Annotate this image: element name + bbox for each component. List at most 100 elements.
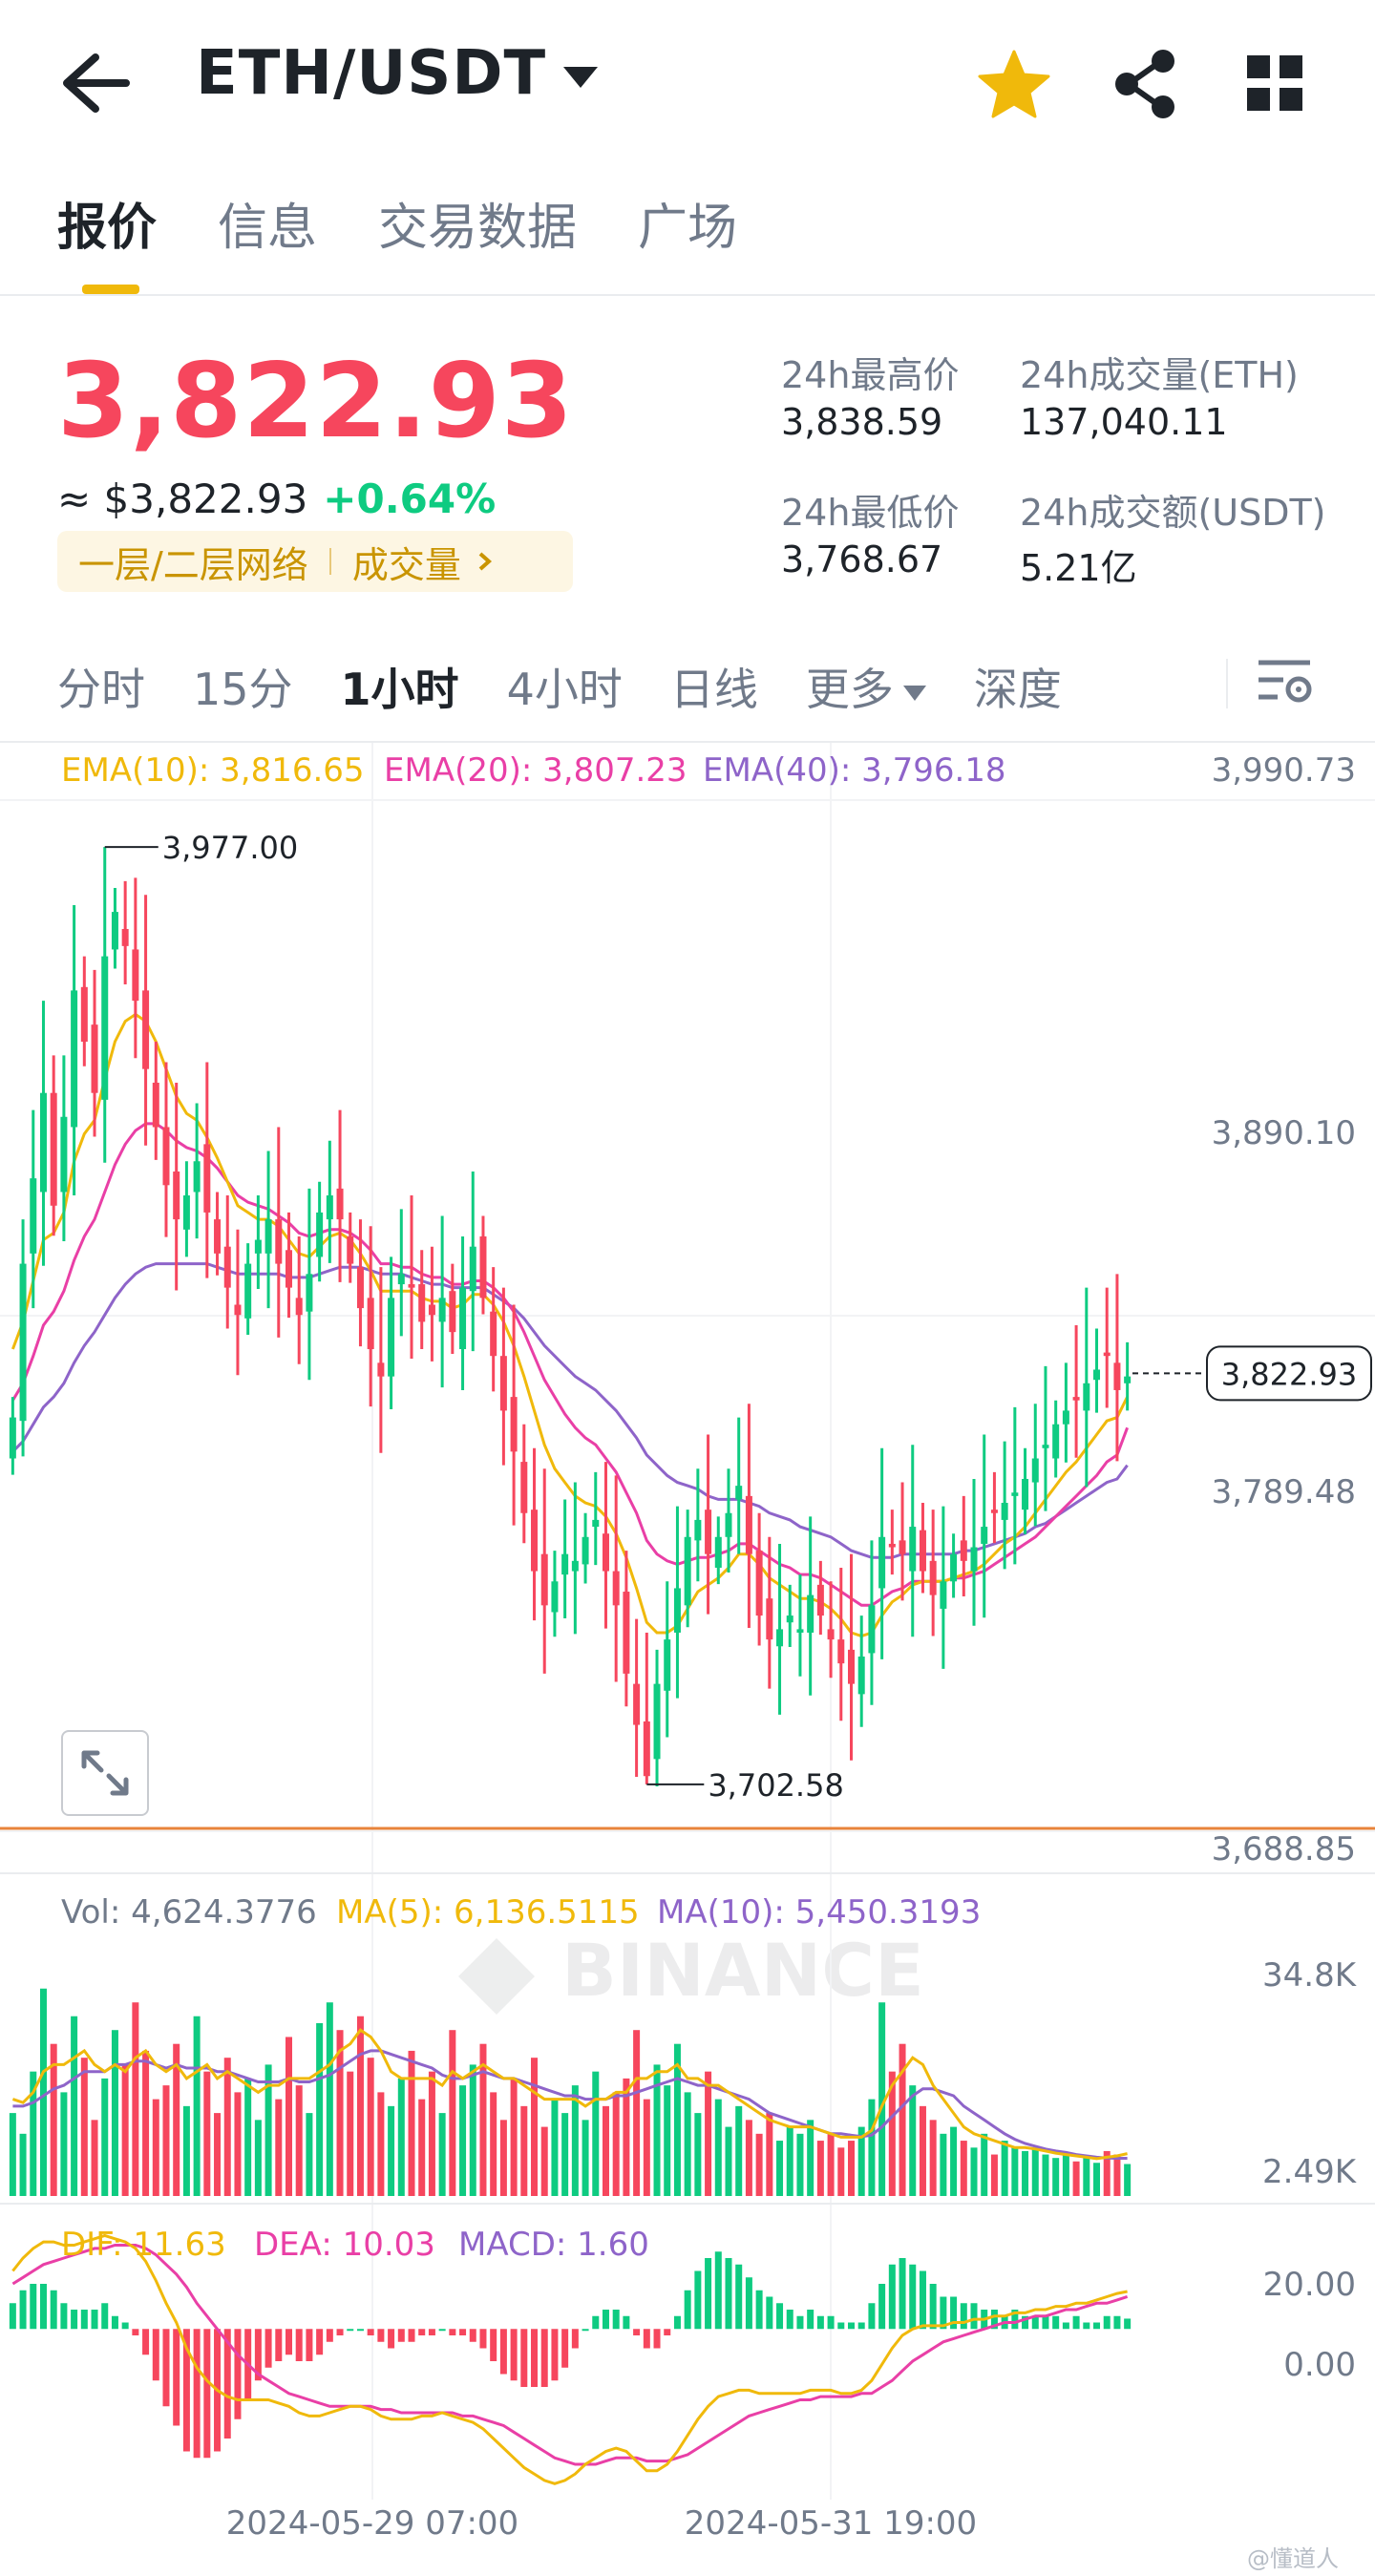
tab-quote[interactable]: 报价	[57, 200, 158, 257]
candle[interactable]	[602, 1533, 609, 1572]
candle[interactable]	[1093, 1369, 1101, 1381]
candle[interactable]	[848, 1649, 855, 1684]
candle[interactable]	[286, 1250, 292, 1288]
candle[interactable]	[940, 1581, 947, 1609]
candle[interactable]	[1103, 1352, 1111, 1357]
candle[interactable]	[786, 1615, 793, 1623]
candle[interactable]	[714, 1536, 722, 1568]
candle[interactable]	[173, 1171, 180, 1220]
candle[interactable]	[816, 1584, 824, 1616]
candle[interactable]	[223, 1246, 231, 1288]
candle[interactable]	[1042, 1445, 1049, 1448]
pair-title[interactable]: ETH/USDT	[196, 38, 547, 109]
candle[interactable]	[1113, 1362, 1121, 1390]
candle[interactable]	[684, 1536, 691, 1606]
candle[interactable]	[807, 1594, 814, 1633]
candle[interactable]	[981, 1527, 988, 1544]
tab-trading-data[interactable]: 交易数据	[378, 200, 578, 257]
candle[interactable]	[162, 1127, 170, 1186]
candle[interactable]	[745, 1495, 752, 1554]
candle[interactable]	[132, 949, 139, 1002]
candle[interactable]	[19, 1263, 27, 1422]
candle[interactable]	[336, 1188, 344, 1220]
candle[interactable]	[592, 1519, 600, 1528]
candle[interactable]	[101, 956, 109, 1100]
candle[interactable]	[796, 1629, 804, 1633]
candle[interactable]	[295, 1298, 303, 1316]
candle[interactable]	[970, 1547, 978, 1572]
chevron-down-icon[interactable]	[561, 63, 600, 92]
candle[interactable]	[499, 1356, 507, 1411]
interval-4h[interactable]: 4小时	[506, 664, 623, 715]
candle[interactable]	[531, 1510, 539, 1572]
candle[interactable]	[540, 1553, 548, 1606]
candle[interactable]	[888, 1543, 896, 1548]
share-icon[interactable]	[1108, 46, 1184, 122]
candle[interactable]	[960, 1540, 967, 1561]
candle[interactable]	[71, 990, 78, 1128]
candle[interactable]	[214, 1219, 222, 1254]
candle[interactable]	[510, 1397, 518, 1452]
candle[interactable]	[244, 1263, 252, 1319]
candle[interactable]	[203, 1144, 211, 1213]
candle[interactable]	[459, 1287, 467, 1350]
candle[interactable]	[142, 990, 150, 1069]
interval-time[interactable]: 分时	[57, 664, 145, 715]
candle[interactable]	[705, 1510, 712, 1554]
candle[interactable]	[438, 1298, 446, 1322]
candle[interactable]	[449, 1291, 456, 1333]
candle[interactable]	[316, 1212, 324, 1257]
candle[interactable]	[121, 928, 129, 946]
tab-info[interactable]: 信息	[218, 200, 318, 257]
candle[interactable]	[857, 1657, 865, 1695]
candle[interactable]	[929, 1560, 937, 1595]
candle[interactable]	[356, 1267, 364, 1309]
candle[interactable]	[1062, 1410, 1069, 1425]
interval-more[interactable]: 更多	[806, 655, 926, 718]
candle[interactable]	[9, 1417, 16, 1459]
interval-1d[interactable]: 日线	[669, 664, 758, 715]
candle[interactable]	[571, 1560, 579, 1572]
candle[interactable]	[1124, 1376, 1132, 1383]
candle[interactable]	[39, 1092, 47, 1193]
candle[interactable]	[653, 1683, 661, 1760]
candle[interactable]	[612, 1571, 620, 1606]
candle[interactable]	[111, 912, 118, 950]
candle[interactable]	[990, 1510, 998, 1513]
candle[interactable]	[182, 1195, 190, 1230]
candle[interactable]	[367, 1298, 374, 1350]
candle[interactable]	[551, 1581, 559, 1613]
candle[interactable]	[561, 1553, 569, 1575]
interval-1h[interactable]: 1小时	[340, 664, 459, 715]
candle[interactable]	[1011, 1492, 1019, 1496]
candle[interactable]	[275, 1219, 283, 1264]
candle[interactable]	[234, 1304, 242, 1316]
candle[interactable]	[643, 1721, 650, 1777]
candle[interactable]	[725, 1512, 732, 1537]
candle[interactable]	[899, 1540, 906, 1554]
candle[interactable]	[377, 1362, 385, 1377]
candle[interactable]	[755, 1551, 763, 1616]
candle[interactable]	[479, 1235, 487, 1299]
candle[interactable]	[1072, 1397, 1080, 1401]
candle[interactable]	[264, 1219, 272, 1254]
candle[interactable]	[837, 1639, 845, 1664]
candle[interactable]	[193, 1161, 201, 1193]
candle[interactable]	[694, 1519, 702, 1541]
arrow-left-icon[interactable]	[57, 50, 134, 116]
candle[interactable]	[868, 1605, 876, 1654]
candle[interactable]	[397, 1274, 405, 1285]
candle[interactable]	[909, 1527, 917, 1572]
tag-volume[interactable]: 成交量	[351, 543, 461, 586]
candle[interactable]	[673, 1588, 681, 1633]
candle[interactable]	[1083, 1383, 1090, 1411]
candle[interactable]	[766, 1598, 773, 1640]
candle[interactable]	[30, 1178, 37, 1254]
depth-tab[interactable]: 深度	[973, 664, 1062, 715]
candle[interactable]	[306, 1274, 313, 1312]
tag-network[interactable]: 一层/二层网络	[78, 543, 308, 586]
candle[interactable]	[1031, 1458, 1039, 1483]
candle[interactable]	[827, 1629, 835, 1640]
interval-15m[interactable]: 15分	[193, 664, 293, 715]
candle[interactable]	[1052, 1424, 1060, 1459]
